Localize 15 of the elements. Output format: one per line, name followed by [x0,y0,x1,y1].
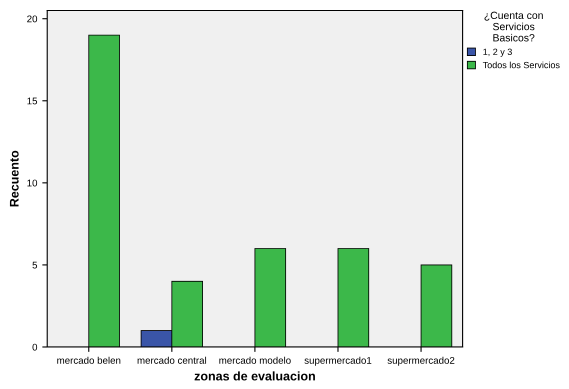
y-tick-label: 10 [27,180,38,186]
x-tick-label: mercado belen [57,356,120,364]
y-axis-title: Recuento [10,150,19,206]
y-tick-label: 20 [27,15,38,22]
x-tick-label: mercado central [138,356,206,364]
legend-label: Todos los Servicios [482,62,560,68]
legend-label: 1, 2 y 3 [483,48,512,57]
x-tick-label: supermercado2 [388,356,454,366]
x-tick-label: mercado modelo [219,356,291,364]
y-tick-label: 5 [32,262,38,269]
y-tick-label: 15 [27,98,38,104]
legend-title: ¿Cuenta con Servicios Basicos? [484,12,543,42]
y-tick-label: 0 [32,344,38,351]
x-tick-label: supermercado1 [304,356,372,366]
x-axis-title: zonas de evaluacion [194,371,315,381]
